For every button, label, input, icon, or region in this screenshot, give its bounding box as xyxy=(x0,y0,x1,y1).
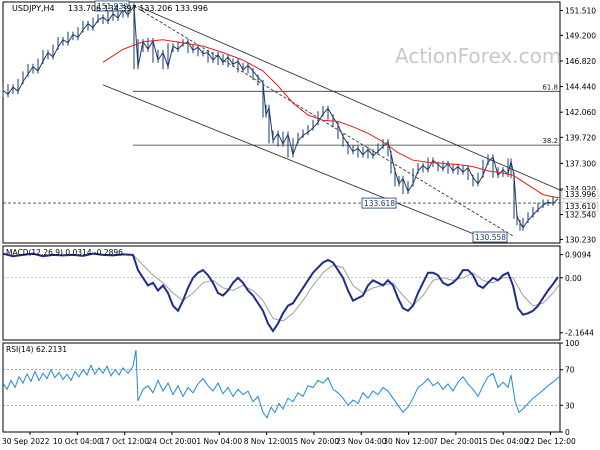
price-axis-tick-label: 151.510 xyxy=(565,6,596,15)
x-tick-label: 7 Dec 20:00 xyxy=(433,437,479,446)
x-tick-label: 10 Oct 04:00 xyxy=(53,437,102,446)
macd-panel: MACD(12,26,9) 0.0314 -0.2896 0.9094 0.00 -2… xyxy=(2,245,594,341)
macd-signal-line xyxy=(132,254,560,322)
price-axis-tick-label: 146.820 xyxy=(565,57,596,66)
chart-header-ohlc: 133.706 134.397 133.206 133.996 xyxy=(68,4,208,13)
price-axis-tick-label: 144.440 xyxy=(565,83,596,92)
current-price-label: 133.610 xyxy=(565,202,596,211)
price-axis-tick-label: 132.540 xyxy=(565,211,596,220)
current-price-box xyxy=(561,189,599,200)
rsi-panel: RSI(14) 62.2131 100 70 30 0 xyxy=(2,339,580,437)
fibonacci-label: 38.2 xyxy=(542,137,558,145)
rsi-axis-tick-label: 0 xyxy=(565,428,570,437)
x-tick-label: 15 Nov 20:00 xyxy=(289,437,340,446)
x-tick-label: 23 Nov 04:00 xyxy=(336,437,387,446)
macd-frame xyxy=(2,245,561,341)
x-tick-label: 1 Nov 04:00 xyxy=(196,437,242,446)
macd-axis-tick-label: 0.00 xyxy=(565,274,582,283)
x-tick-label: 17 Oct 12:00 xyxy=(100,437,149,446)
price-line xyxy=(2,4,559,229)
x-tick-label: 24 Oct 20:00 xyxy=(148,437,197,446)
rsi-axis-tick-label: 30 xyxy=(565,401,575,410)
x-tick-label: 22 Dec 12:00 xyxy=(525,437,576,446)
price-label-box xyxy=(361,197,397,209)
rsi-frame xyxy=(2,342,561,433)
macd-line xyxy=(2,252,559,333)
price-label: 151.930 xyxy=(97,2,128,11)
price-axis-tick-label: 137.300 xyxy=(565,159,596,168)
rsi-line xyxy=(2,350,560,419)
moving-average-line xyxy=(102,39,560,199)
price-axis-tick-label: 149.200 xyxy=(565,31,596,40)
rsi-axis-tick-label: 100 xyxy=(565,339,580,348)
chart-header-symbol: USDJPY,H4 xyxy=(12,4,55,13)
price-label-box xyxy=(94,0,130,12)
current-price-box xyxy=(561,201,599,212)
watermark: ActionForex.com xyxy=(395,44,561,68)
macd-label: MACD(12,26,9) 0.0314 -0.2896 xyxy=(6,248,123,257)
price-series xyxy=(2,3,559,231)
price-label: 130.558 xyxy=(475,233,506,242)
price-axis-tick-label: 130.230 xyxy=(565,235,596,244)
macd-axis-tick-label: 0.9094 xyxy=(565,251,591,260)
price-panel: 61.8 38.2 151.930 133.618 130.558 151.510 149.… xyxy=(2,0,599,244)
price-label-box xyxy=(472,231,508,243)
x-tick-label: 30 Nov 12:00 xyxy=(383,437,434,446)
rsi-axis-tick-label: 70 xyxy=(565,366,575,375)
price-axis-tick-label: 142.060 xyxy=(565,108,596,117)
price-axis-tick-label: 139.720 xyxy=(565,133,596,142)
x-tick-label: 30 Sep 2022 xyxy=(2,437,50,446)
rsi-label: RSI(14) 62.2131 xyxy=(6,345,67,354)
channel-upper-line xyxy=(137,5,569,194)
x-tick-label: 15 Dec 04:00 xyxy=(478,437,529,446)
fibonacci-label: 61.8 xyxy=(542,83,558,91)
channel-lower-line xyxy=(102,84,484,238)
trend-dotted-line xyxy=(133,5,514,237)
macd-axis-tick-label: -2.1644 xyxy=(565,329,594,338)
price-label: 133.618 xyxy=(364,199,395,208)
current-price-label: 133.996 xyxy=(565,190,596,199)
x-tick-label: 8 Nov 12:00 xyxy=(244,437,290,446)
price-axis-tick-label: 134.920 xyxy=(565,185,596,194)
price-frame xyxy=(2,1,561,244)
